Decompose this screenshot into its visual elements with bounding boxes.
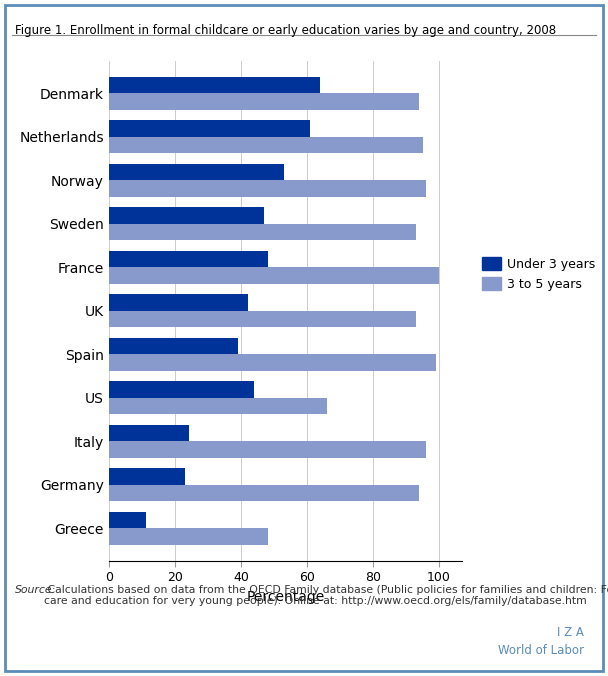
Bar <box>109 180 426 197</box>
Text: World of Labor: World of Labor <box>498 644 584 657</box>
Bar <box>109 441 426 458</box>
X-axis label: Percentage: Percentage <box>247 590 325 604</box>
Bar <box>109 251 268 268</box>
Bar <box>109 208 264 224</box>
Bar <box>109 77 320 93</box>
Bar <box>109 93 420 110</box>
Bar <box>109 120 311 137</box>
Bar <box>109 381 255 398</box>
Text: Calculations based on data from the OECD Family database (Public policies for fa: Calculations based on data from the OECD… <box>44 585 608 606</box>
Bar <box>109 338 238 354</box>
Text: I Z A: I Z A <box>557 626 584 639</box>
Text: Figure 1. Enrollment in formal childcare or early education varies by age and co: Figure 1. Enrollment in formal childcare… <box>15 24 556 37</box>
Bar <box>109 311 416 327</box>
Text: Source:: Source: <box>15 585 57 595</box>
Bar <box>109 529 268 545</box>
Bar <box>109 425 188 441</box>
Bar <box>109 468 185 485</box>
Bar <box>109 224 416 241</box>
Bar <box>109 398 327 414</box>
Bar <box>109 268 439 284</box>
Bar <box>109 512 146 529</box>
Bar <box>109 164 284 180</box>
Legend: Under 3 years, 3 to 5 years: Under 3 years, 3 to 5 years <box>482 257 596 291</box>
Bar <box>109 295 248 311</box>
Bar <box>109 137 423 153</box>
Bar <box>109 485 420 502</box>
Bar <box>109 354 436 371</box>
